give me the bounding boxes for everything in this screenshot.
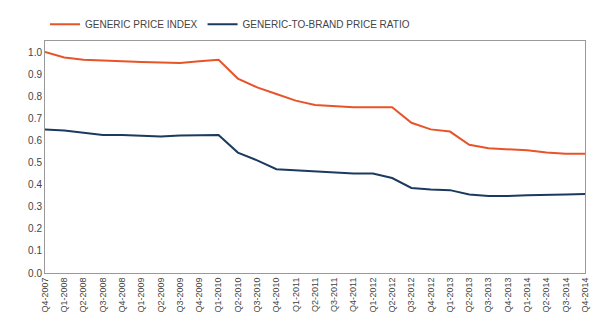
svg-text:Q4-2011: Q4-2011 xyxy=(348,278,358,312)
svg-text:Q3-2011: Q3-2011 xyxy=(329,278,339,312)
svg-text:Q1-2009: Q1-2009 xyxy=(136,278,146,313)
svg-text:Q1-2013: Q1-2013 xyxy=(445,278,455,313)
svg-text:Q3-2008: Q3-2008 xyxy=(98,278,108,313)
svg-text:0.2: 0.2 xyxy=(28,223,42,234)
svg-text:0.5: 0.5 xyxy=(28,157,42,168)
svg-text:GENERIC PRICE INDEX: GENERIC PRICE INDEX xyxy=(85,19,198,30)
svg-text:Q3-2009: Q3-2009 xyxy=(175,278,185,313)
svg-text:Q2-2012: Q2-2012 xyxy=(387,278,397,313)
svg-text:Q4-2013: Q4-2013 xyxy=(503,278,513,313)
svg-text:0.1: 0.1 xyxy=(28,245,42,256)
svg-text:0.8: 0.8 xyxy=(28,91,42,102)
svg-text:0.3: 0.3 xyxy=(28,201,42,212)
svg-text:Q2-2010: Q2-2010 xyxy=(233,278,243,313)
svg-text:0.9: 0.9 xyxy=(28,69,42,80)
svg-text:Q4-2014: Q4-2014 xyxy=(580,278,590,313)
svg-text:0.0: 0.0 xyxy=(28,268,42,279)
svg-text:Q1-2011: Q1-2011 xyxy=(291,278,301,312)
svg-text:0.7: 0.7 xyxy=(28,113,42,124)
svg-text:Q2-2011: Q2-2011 xyxy=(310,278,320,312)
svg-text:Q2-2013: Q2-2013 xyxy=(464,278,474,313)
svg-text:Q1-2008: Q1-2008 xyxy=(59,278,69,313)
svg-text:0.6: 0.6 xyxy=(28,135,42,146)
svg-text:Q4-2012: Q4-2012 xyxy=(426,278,436,313)
svg-text:Q3-2014: Q3-2014 xyxy=(561,278,571,313)
svg-text:Q1-2014: Q1-2014 xyxy=(522,278,532,313)
svg-text:Q1-2010: Q1-2010 xyxy=(213,278,223,313)
svg-text:Q3-2010: Q3-2010 xyxy=(252,278,262,313)
svg-text:Q2-2014: Q2-2014 xyxy=(541,278,551,313)
svg-text:Q4-2009: Q4-2009 xyxy=(194,278,204,313)
svg-text:0.4: 0.4 xyxy=(28,179,42,190)
svg-text:1.0: 1.0 xyxy=(28,47,42,58)
svg-text:Q3-2012: Q3-2012 xyxy=(406,278,416,313)
svg-text:Q2-2009: Q2-2009 xyxy=(156,278,166,313)
svg-text:Q4-2008: Q4-2008 xyxy=(117,278,127,313)
svg-text:GENERIC-TO-BRAND PRICE RATIO: GENERIC-TO-BRAND PRICE RATIO xyxy=(243,19,410,30)
svg-text:Q2-2008: Q2-2008 xyxy=(78,278,88,313)
svg-text:Q3-2013: Q3-2013 xyxy=(483,278,493,313)
svg-text:Q4-2007: Q4-2007 xyxy=(40,278,50,313)
svg-text:Q1-2012: Q1-2012 xyxy=(368,278,378,313)
svg-text:Q4-2010: Q4-2010 xyxy=(271,278,281,313)
